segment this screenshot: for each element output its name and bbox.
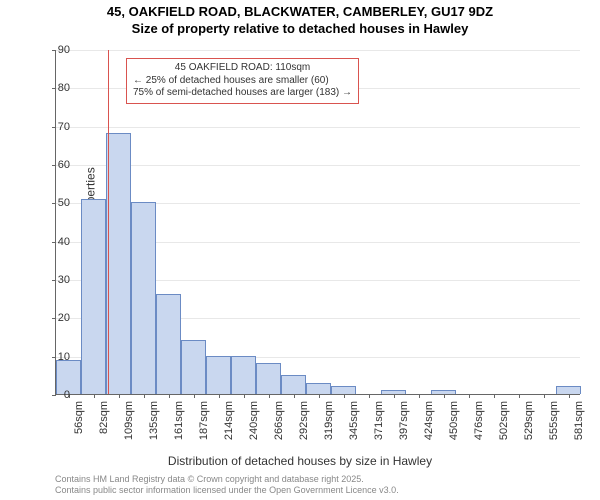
ytick-label: 90 [42,44,70,56]
xtick-label: 529sqm [523,401,535,440]
reference-line [108,50,109,394]
xtick-mark [144,394,145,398]
footer-line-1: Contains HM Land Registry data © Crown c… [55,474,399,485]
xtick-label: 476sqm [473,401,485,440]
xtick-mark [369,394,370,398]
ytick-label: 50 [42,197,70,209]
xtick-label: 135sqm [148,401,160,440]
histogram-bar [156,294,181,394]
xtick-mark [569,394,570,398]
gridline [56,50,580,51]
xtick-mark [444,394,445,398]
xtick-mark [244,394,245,398]
xtick-label: 266sqm [273,401,285,440]
histogram-bar [181,340,206,394]
ytick-label: 0 [42,389,70,401]
annotation-line-1: 45 OAKFIELD ROAD: 110sqm [133,62,352,75]
xtick-mark [94,394,95,398]
xtick-mark [119,394,120,398]
xtick-mark [494,394,495,398]
xtick-mark [544,394,545,398]
histogram-bar [306,383,331,395]
xtick-label: 345sqm [348,401,360,440]
xtick-label: 161sqm [173,401,185,440]
histogram-bar [281,375,306,394]
footer-line-2: Contains public sector information licen… [55,485,399,496]
plot-area: 56sqm82sqm109sqm135sqm161sqm187sqm214sqm… [55,50,580,395]
xtick-label: 240sqm [248,401,260,440]
histogram-bar [556,386,581,394]
ytick-label: 70 [42,121,70,133]
ytick-label: 40 [42,236,70,248]
xtick-mark [344,394,345,398]
xtick-label: 397sqm [398,401,410,440]
gridline [56,165,580,166]
xtick-label: 319sqm [323,401,335,440]
xtick-label: 371sqm [373,401,385,440]
ytick-label: 80 [42,82,70,94]
x-axis-label: Distribution of detached houses by size … [0,454,600,468]
xtick-mark [219,394,220,398]
xtick-mark [194,394,195,398]
xtick-label: 502sqm [498,401,510,440]
xtick-label: 56sqm [73,401,85,434]
xtick-label: 581sqm [573,401,585,440]
histogram-bar [256,363,281,394]
footer: Contains HM Land Registry data © Crown c… [55,474,399,496]
annotation-line-3: 75% of semi-detached houses are larger (… [133,87,352,100]
xtick-mark [319,394,320,398]
annotation-box: 45 OAKFIELD ROAD: 110sqm ← 25% of detach… [126,58,359,104]
ytick-label: 20 [42,312,70,324]
chart-container: 45, OAKFIELD ROAD, BLACKWATER, CAMBERLEY… [0,0,600,500]
histogram-bar [231,356,256,394]
xtick-label: 555sqm [548,401,560,440]
chart-title: 45, OAKFIELD ROAD, BLACKWATER, CAMBERLEY… [0,4,600,36]
ytick-label: 10 [42,351,70,363]
xtick-mark [394,394,395,398]
histogram-bar [131,202,156,394]
gridline [56,127,580,128]
title-line-2: Size of property relative to detached ho… [0,21,600,36]
xtick-mark [269,394,270,398]
xtick-mark [169,394,170,398]
xtick-label: 214sqm [223,401,235,440]
xtick-mark [419,394,420,398]
xtick-label: 109sqm [123,401,135,440]
xtick-label: 450sqm [448,401,460,440]
annotation-line-2: ← 25% of detached houses are smaller (60… [133,75,352,88]
xtick-mark [469,394,470,398]
xtick-label: 187sqm [198,401,210,440]
ytick-label: 60 [42,159,70,171]
histogram-bar [206,356,231,394]
histogram-bar [106,133,131,394]
ytick-label: 30 [42,274,70,286]
xtick-mark [294,394,295,398]
xtick-label: 82sqm [98,401,110,434]
xtick-mark [519,394,520,398]
title-line-1: 45, OAKFIELD ROAD, BLACKWATER, CAMBERLEY… [0,4,600,19]
histogram-bar [81,199,106,395]
xtick-label: 292sqm [298,401,310,440]
histogram-bar [331,386,356,394]
xtick-label: 424sqm [423,401,435,440]
